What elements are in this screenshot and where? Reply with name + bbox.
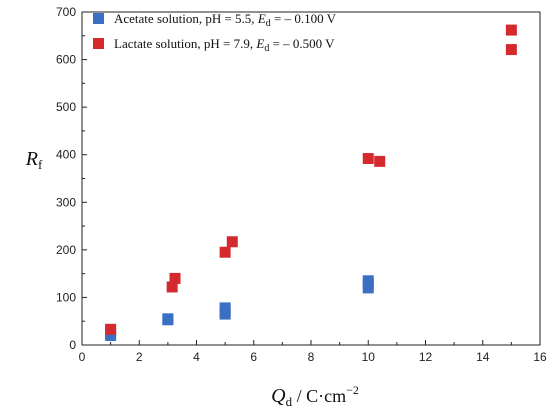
data-point-acetate	[219, 302, 231, 314]
x-tick-label: 8	[308, 350, 315, 364]
y-tick-label: 400	[56, 148, 76, 162]
data-point-lactate	[169, 272, 181, 284]
legend-swatch-lactate	[93, 38, 104, 49]
legend-swatch-acetate	[93, 13, 104, 24]
data-point-lactate	[505, 44, 517, 56]
x-tick-label: 4	[193, 350, 200, 364]
x-axis-label: Qd / C·cm−2	[271, 383, 359, 409]
data-point-lactate	[362, 153, 374, 165]
data-point-lactate	[105, 323, 117, 335]
y-tick-label: 200	[56, 243, 76, 257]
x-tick-label: 16	[533, 350, 547, 364]
y-axis-label: Rf	[25, 148, 43, 172]
data-point-lactate	[226, 236, 238, 248]
data-point-acetate	[362, 275, 374, 287]
y-tick-label: 0	[69, 338, 76, 352]
x-tick-label: 12	[419, 350, 433, 364]
x-tick-label: 10	[362, 350, 376, 364]
data-point-lactate	[505, 24, 517, 36]
data-point-lactate	[166, 281, 178, 293]
plot-frame	[81, 11, 541, 346]
x-tick-label: 14	[476, 350, 490, 364]
data-point-lactate	[374, 155, 386, 167]
y-tick-label: 100	[56, 290, 76, 304]
legend: Acetate solution, pH = 5.5, Ed = – 0.100…	[93, 11, 337, 54]
y-tick-label: 700	[56, 5, 76, 19]
x-tick-label: 2	[136, 350, 143, 364]
legend-label-acetate: Acetate solution, pH = 5.5, Ed = – 0.100…	[114, 11, 337, 29]
x-tick-label: 0	[79, 350, 86, 364]
y-tick-label: 300	[56, 195, 76, 209]
legend-label-lactate: Lactate solution, pH = 7.9, Ed = – 0.500…	[114, 36, 335, 54]
y-tick-label: 600	[56, 53, 76, 67]
data-point-lactate	[219, 246, 231, 258]
data-points	[105, 24, 517, 341]
axes: 0 2 4 6 8 10 12 14 16 0 100 200 300 400 500 600 700	[56, 5, 547, 364]
y-tick-label: 500	[56, 100, 76, 114]
data-point-acetate	[162, 313, 174, 325]
x-tick-label: 6	[250, 350, 257, 364]
